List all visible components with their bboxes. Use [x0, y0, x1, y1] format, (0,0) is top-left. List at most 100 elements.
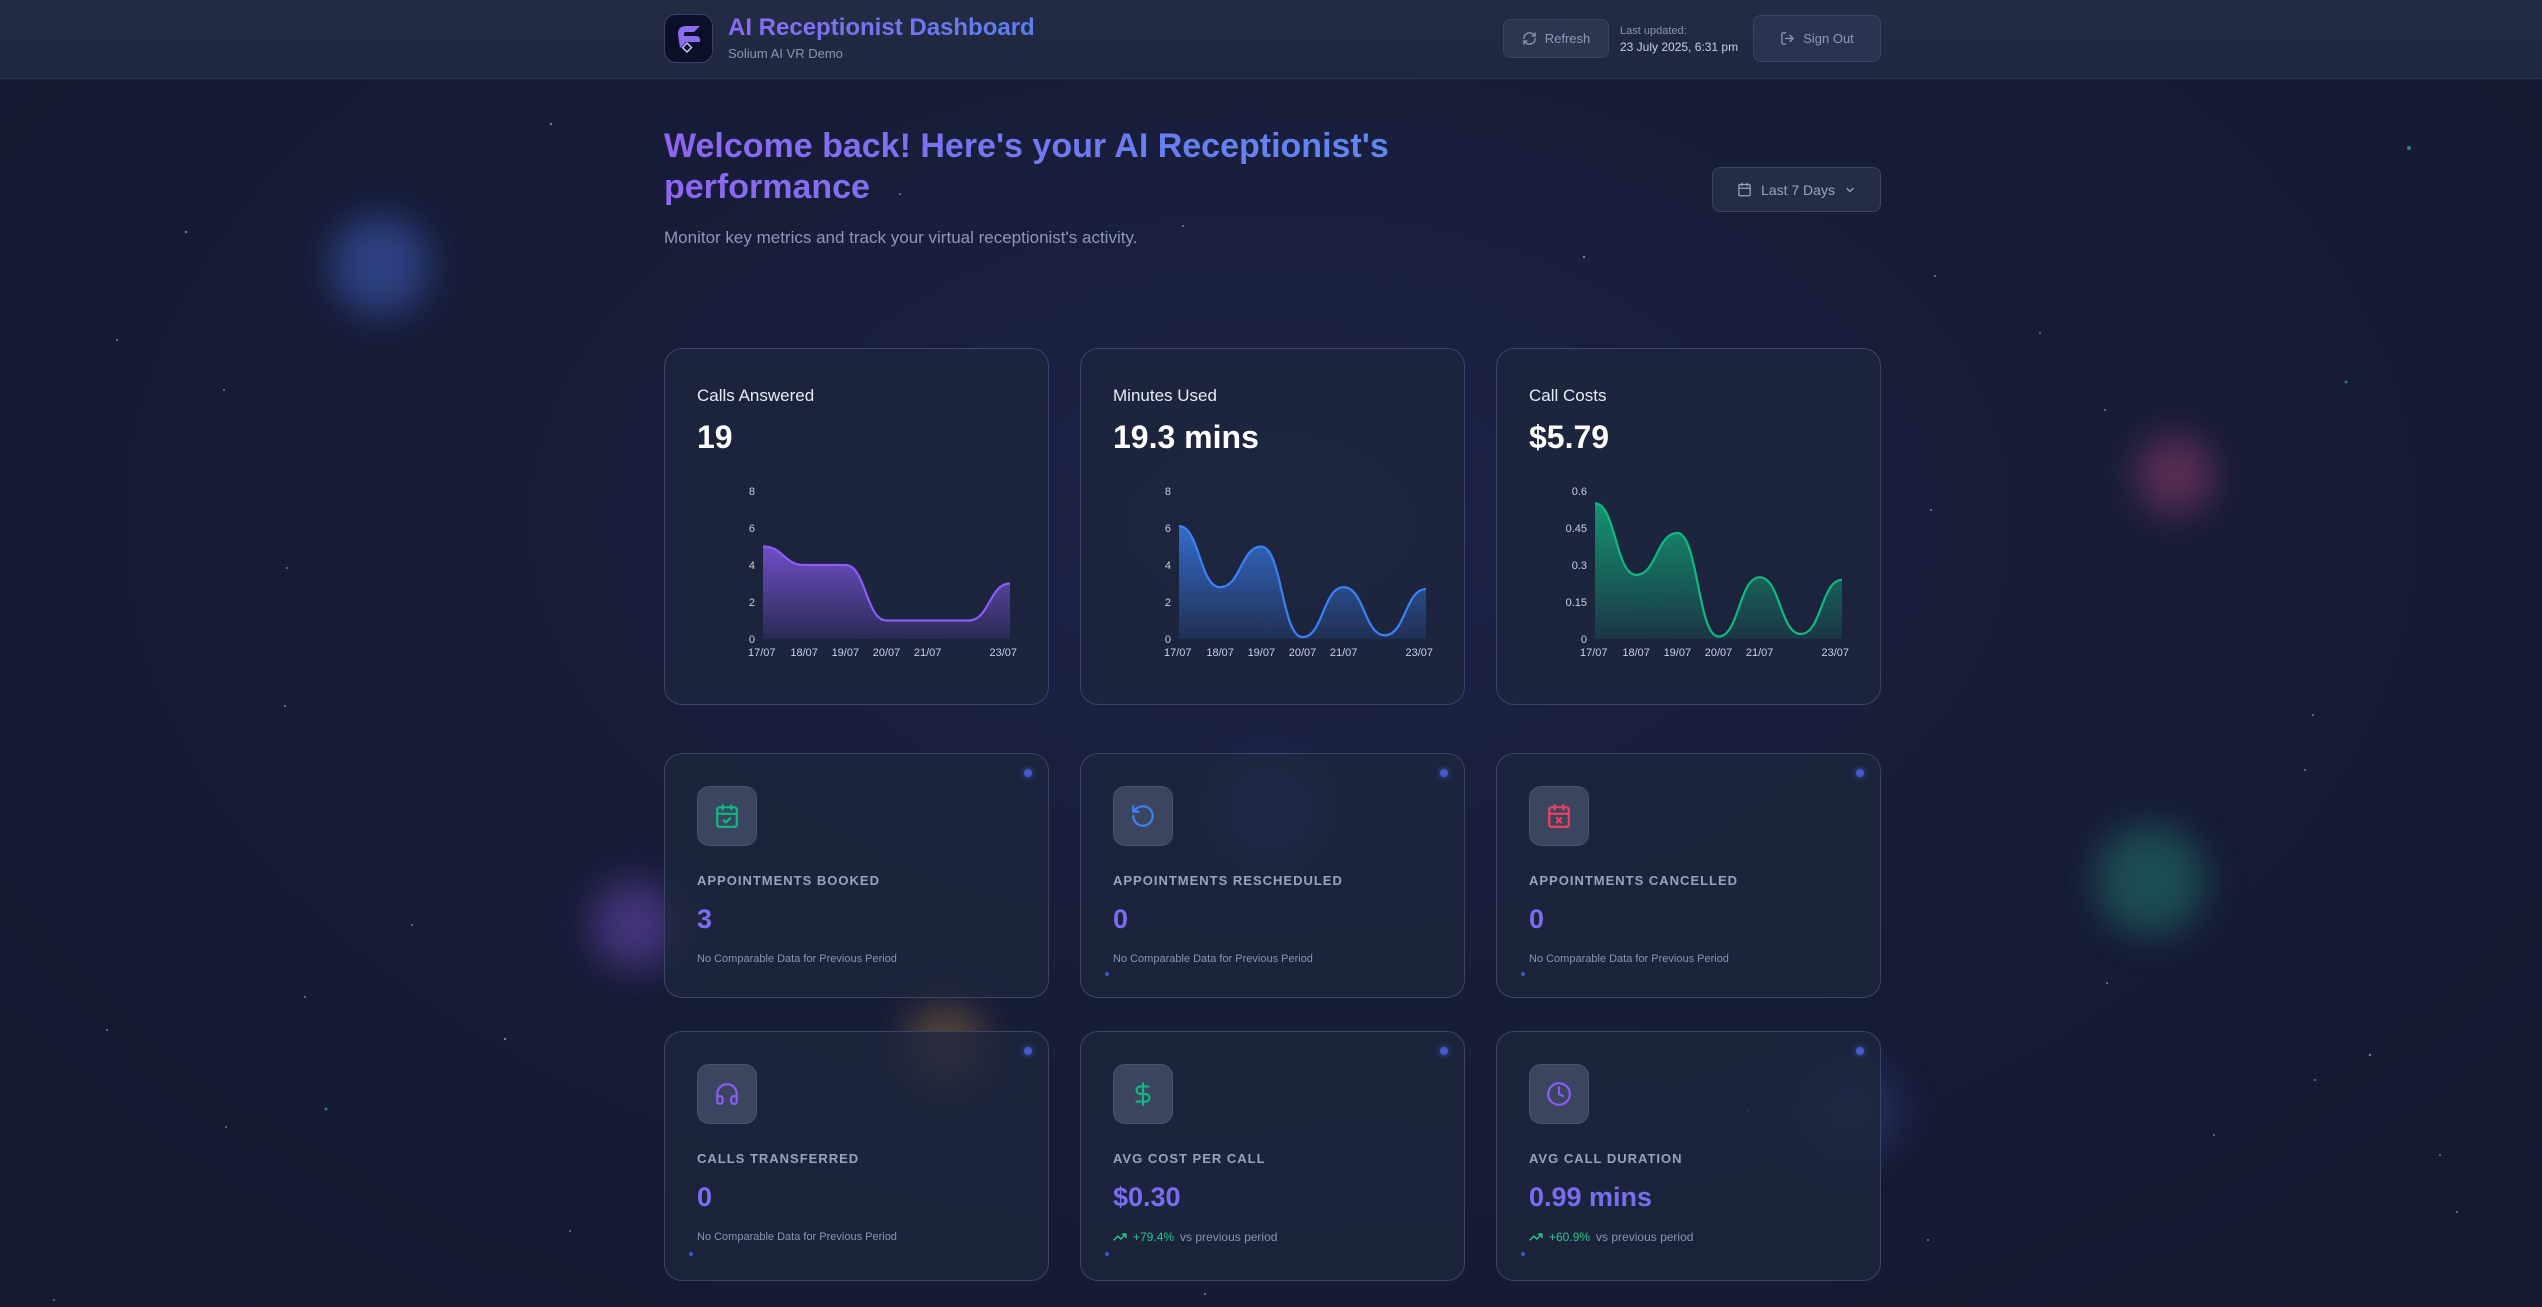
- stat-icon-container: [697, 786, 757, 846]
- last-updated-value: 23 July 2025, 6:31 pm: [1620, 40, 1739, 54]
- x-tick-label: 21/07: [1746, 647, 1774, 659]
- calendar-icon: [1738, 182, 1751, 197]
- x-tick-label: 19/07: [832, 647, 860, 659]
- chart-card-calls-answered: Calls Answered 19 8 6 4 2 0 17/07 18/07 19/07 20…: [664, 348, 1049, 705]
- x-tick-label: 23/07: [1405, 647, 1433, 659]
- y-tick-label: 0: [1581, 634, 1587, 646]
- refresh-button[interactable]: Refresh: [1503, 19, 1609, 58]
- date-range-select[interactable]: Last 7 Days: [1712, 167, 1881, 212]
- x-tick-label: 23/07: [989, 647, 1017, 659]
- app-title: AI Receptionist Dashboard: [728, 14, 1035, 41]
- sign-out-button[interactable]: Sign Out: [1753, 15, 1881, 62]
- chart-value: 19.3 mins: [1113, 419, 1259, 455]
- page-subtitle: Monitor key metrics and track your virtu…: [664, 228, 1138, 247]
- y-tick-label: 0.3: [1572, 560, 1587, 572]
- refresh-label: Refresh: [1544, 31, 1591, 46]
- series-area: [1179, 526, 1426, 639]
- clock-icon: [1547, 1082, 1571, 1106]
- stat-value: $0.30: [1113, 1182, 1181, 1212]
- status-dot: [1024, 769, 1032, 777]
- stat-icon-container: [1113, 1064, 1173, 1124]
- stat-trend: +79.4% vs previous period: [1113, 1230, 1277, 1244]
- stat-note: No Comparable Data for Previous Period: [697, 953, 897, 965]
- calendar-x-icon: [1548, 804, 1570, 828]
- chart-card-minutes-used: Minutes Used 19.3 mins 8 6 4 2 0 17/07 18/07 19…: [1080, 348, 1465, 705]
- stat-label: APPOINTMENTS BOOKED: [697, 873, 880, 888]
- page-title-line1: Welcome back! Here's your AI Receptionis…: [664, 127, 1389, 165]
- stat-label: APPOINTMENTS CANCELLED: [1529, 873, 1739, 888]
- y-tick-label: 0.45: [1566, 523, 1587, 535]
- stat-note: No Comparable Data for Previous Period: [1113, 953, 1313, 965]
- stat-note: No Comparable Data for Previous Period: [1529, 953, 1729, 965]
- stat-value: 0.99 mins: [1529, 1182, 1653, 1212]
- stat-card-appointments-booked: APPOINTMENTS BOOKED 3 No Comparable Data…: [664, 753, 1049, 998]
- decor-dot: [1105, 1252, 1109, 1256]
- stat-icon-container: [1113, 786, 1173, 846]
- page-title-line2: performance: [664, 168, 870, 206]
- call-costs-chart: 0.6 0.45 0.3 0.15 017/07 18/07 19/07 20/07 21/07…: [1566, 486, 1849, 659]
- x-tick-label: 20/07: [1289, 647, 1317, 659]
- x-tick-label: 19/07: [1664, 647, 1692, 659]
- stat-note: No Comparable Data for Previous Period: [697, 1231, 897, 1243]
- status-dot: [1440, 1047, 1448, 1055]
- stat-value: 0: [1113, 904, 1129, 934]
- stat-value: 3: [697, 904, 713, 934]
- x-tick-label: 21/07: [914, 647, 942, 659]
- status-dot: [1440, 769, 1448, 777]
- chart-title: Minutes Used: [1113, 386, 1217, 405]
- y-tick-label: 8: [1165, 486, 1171, 498]
- x-tick-label: 19/07: [1248, 647, 1276, 659]
- stat-value: 0: [1529, 904, 1545, 934]
- rotate-ccw-icon: [1132, 805, 1154, 827]
- decor-dot: [689, 1252, 693, 1256]
- status-dot: [1024, 1047, 1032, 1055]
- stat-card-avg-call-duration: AVG CALL DURATION 0.99 mins +60.9% vs pr…: [1496, 1031, 1881, 1281]
- stat-card-avg-cost-per-call: AVG COST PER CALL $0.30 +79.4% vs previo…: [1080, 1031, 1465, 1281]
- stat-label: CALLS TRANSFERRED: [697, 1151, 860, 1166]
- y-tick-label: 8: [749, 486, 755, 498]
- sign-out-label: Sign Out: [1803, 31, 1854, 46]
- trend-note: vs previous period: [1596, 1230, 1694, 1244]
- decor-dot: [1521, 1252, 1525, 1256]
- x-tick-label: 17/07: [1164, 647, 1192, 659]
- x-tick-label: 20/07: [873, 647, 901, 659]
- chevron-down-icon: [1846, 187, 1854, 192]
- stat-card-calls-transferred: CALLS TRANSFERRED 0 No Comparable Data f…: [664, 1031, 1049, 1281]
- y-tick-label: 6: [749, 523, 755, 535]
- calendar-check-icon: [716, 804, 738, 828]
- last-updated-label: Last updated:: [1620, 25, 1687, 37]
- y-tick-label: 0.6: [1572, 486, 1587, 498]
- stat-icon-container: [1529, 786, 1589, 846]
- calls-answered-chart: 8 6 4 2 017/07 18/07 19/07 20/07 21/07 23/07: [748, 486, 1017, 659]
- chart-value: $5.79: [1529, 419, 1610, 455]
- series-area: [1595, 503, 1842, 639]
- date-range-label: Last 7 Days: [1761, 181, 1835, 198]
- y-tick-label: 0: [1165, 634, 1171, 646]
- x-tick-label: 17/07: [1580, 647, 1608, 659]
- chart-title: Call Costs: [1529, 386, 1607, 405]
- decor-dot: [1105, 972, 1109, 976]
- x-tick-label: 18/07: [790, 647, 818, 659]
- top-header: AI Receptionist Dashboard Solium AI VR D…: [0, 0, 2542, 79]
- y-tick-label: 2: [1165, 597, 1171, 609]
- trend-note: vs previous period: [1180, 1230, 1278, 1244]
- refresh-icon: [1522, 32, 1536, 45]
- y-tick-label: 0: [749, 634, 755, 646]
- status-dot: [1856, 769, 1864, 777]
- x-tick-label: 17/07: [748, 647, 776, 659]
- stat-card-appointments-rescheduled: APPOINTMENTS RESCHEDULED 0 No Comparable…: [1080, 753, 1465, 998]
- trending-up-icon: [1529, 1233, 1543, 1241]
- x-tick-label: 23/07: [1821, 647, 1849, 659]
- headphones-icon: [716, 1083, 738, 1105]
- y-tick-label: 4: [1165, 560, 1171, 572]
- last-updated: Last updated: 23 July 2025, 6:31 pm: [1620, 25, 1738, 54]
- logo-icon: [677, 25, 700, 53]
- chart-title: Calls Answered: [697, 386, 815, 405]
- app-subtitle: Solium AI VR Demo: [728, 46, 843, 61]
- series-area: [763, 546, 1010, 639]
- stat-label: AVG COST PER CALL: [1113, 1151, 1266, 1166]
- log-out-icon: [1781, 32, 1795, 45]
- y-tick-label: 4: [749, 560, 755, 572]
- x-tick-label: 20/07: [1705, 647, 1733, 659]
- decor-dot: [1521, 972, 1525, 976]
